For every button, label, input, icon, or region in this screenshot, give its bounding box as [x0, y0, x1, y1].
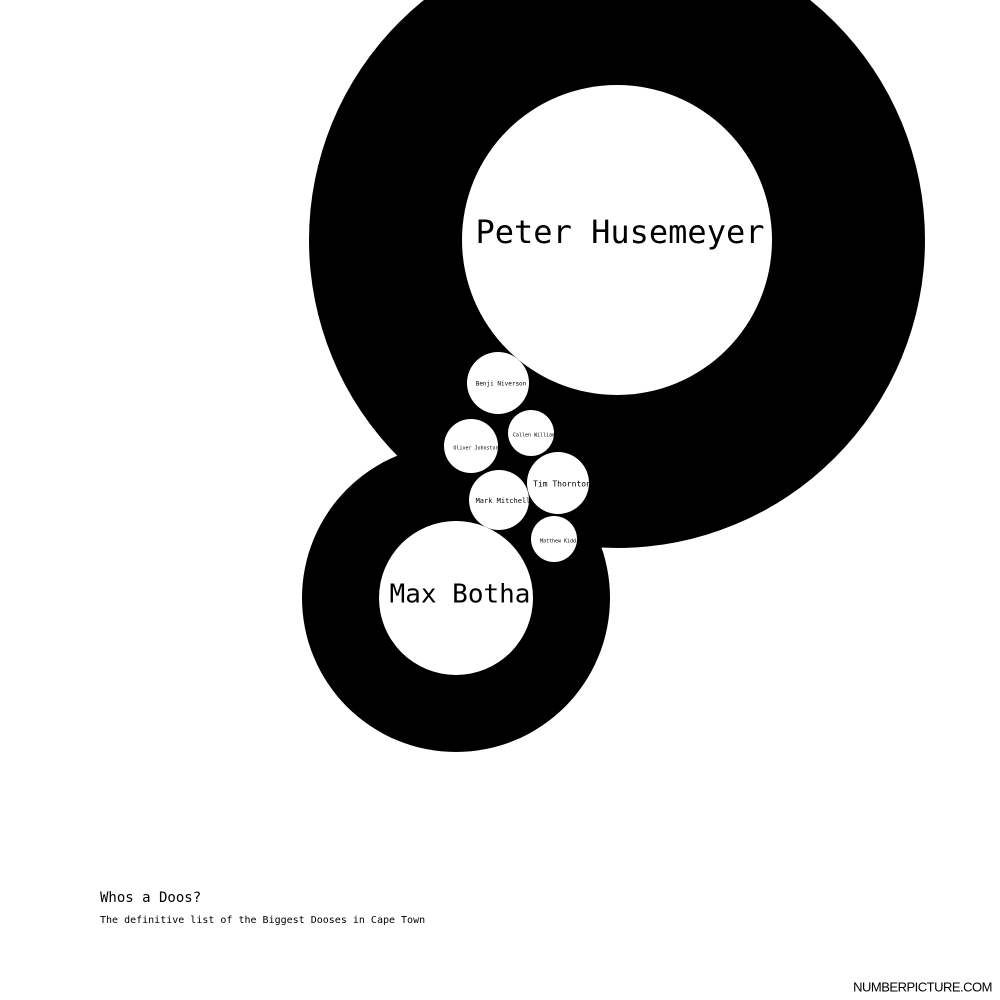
bubble — [508, 410, 554, 456]
bubble — [379, 521, 533, 675]
bubble-label: Tim Thornton — [533, 480, 591, 489]
bubble-label: Mark Mitchell — [476, 497, 531, 505]
bubble-label: Oliver Johnston — [453, 446, 498, 452]
title: Whos a Doos? — [100, 890, 201, 906]
bubble-label: Callen William — [513, 433, 555, 439]
bubble — [469, 470, 529, 530]
bubble-label: Max Botha — [390, 580, 531, 610]
bubble — [531, 516, 577, 562]
bubble — [444, 419, 498, 473]
bubble — [527, 452, 589, 514]
bubble-label: Matthew Kidd — [540, 539, 576, 545]
bubble-label: Benji Niverson — [476, 381, 527, 388]
bubble-label: Peter Husemeyer — [476, 213, 765, 251]
bubble — [462, 85, 772, 395]
subtitle: The definitive list of the Biggest Doose… — [100, 915, 425, 926]
credit[interactable]: NUMBERPICTURE.COM — [853, 979, 992, 994]
bubble — [467, 352, 529, 414]
